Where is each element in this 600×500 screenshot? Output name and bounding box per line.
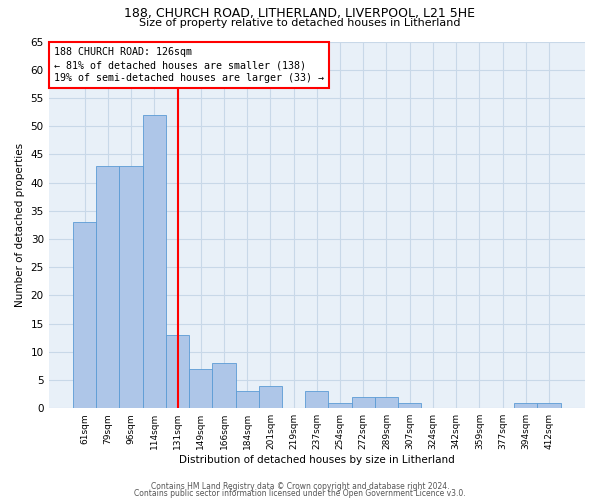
Bar (352, 397, 375, 408)
Text: 188, CHURCH ROAD, LITHERLAND, LIVERPOOL, L21 5HE: 188, CHURCH ROAD, LITHERLAND, LIVERPOOL,… (125, 8, 476, 20)
Bar (212, 363, 236, 408)
Bar (119, 166, 143, 408)
Bar (189, 368, 212, 408)
Bar (143, 115, 166, 408)
Bar (166, 335, 189, 408)
Bar (73, 222, 96, 408)
Bar (514, 402, 538, 408)
X-axis label: Distribution of detached houses by size in Litherland: Distribution of detached houses by size … (179, 455, 455, 465)
Text: Contains public sector information licensed under the Open Government Licence v3: Contains public sector information licen… (134, 488, 466, 498)
Text: Contains HM Land Registry data © Crown copyright and database right 2024.: Contains HM Land Registry data © Crown c… (151, 482, 449, 491)
Bar (375, 397, 398, 408)
Text: 188 CHURCH ROAD: 126sqm
← 81% of detached houses are smaller (138)
19% of semi-d: 188 CHURCH ROAD: 126sqm ← 81% of detache… (54, 47, 324, 84)
Text: Size of property relative to detached houses in Litherland: Size of property relative to detached ho… (139, 18, 461, 28)
Bar (398, 402, 421, 408)
Bar (96, 166, 119, 408)
Bar (259, 386, 282, 408)
Bar (538, 402, 560, 408)
Bar (305, 392, 328, 408)
Y-axis label: Number of detached properties: Number of detached properties (15, 143, 25, 307)
Bar (328, 402, 352, 408)
Bar (236, 392, 259, 408)
